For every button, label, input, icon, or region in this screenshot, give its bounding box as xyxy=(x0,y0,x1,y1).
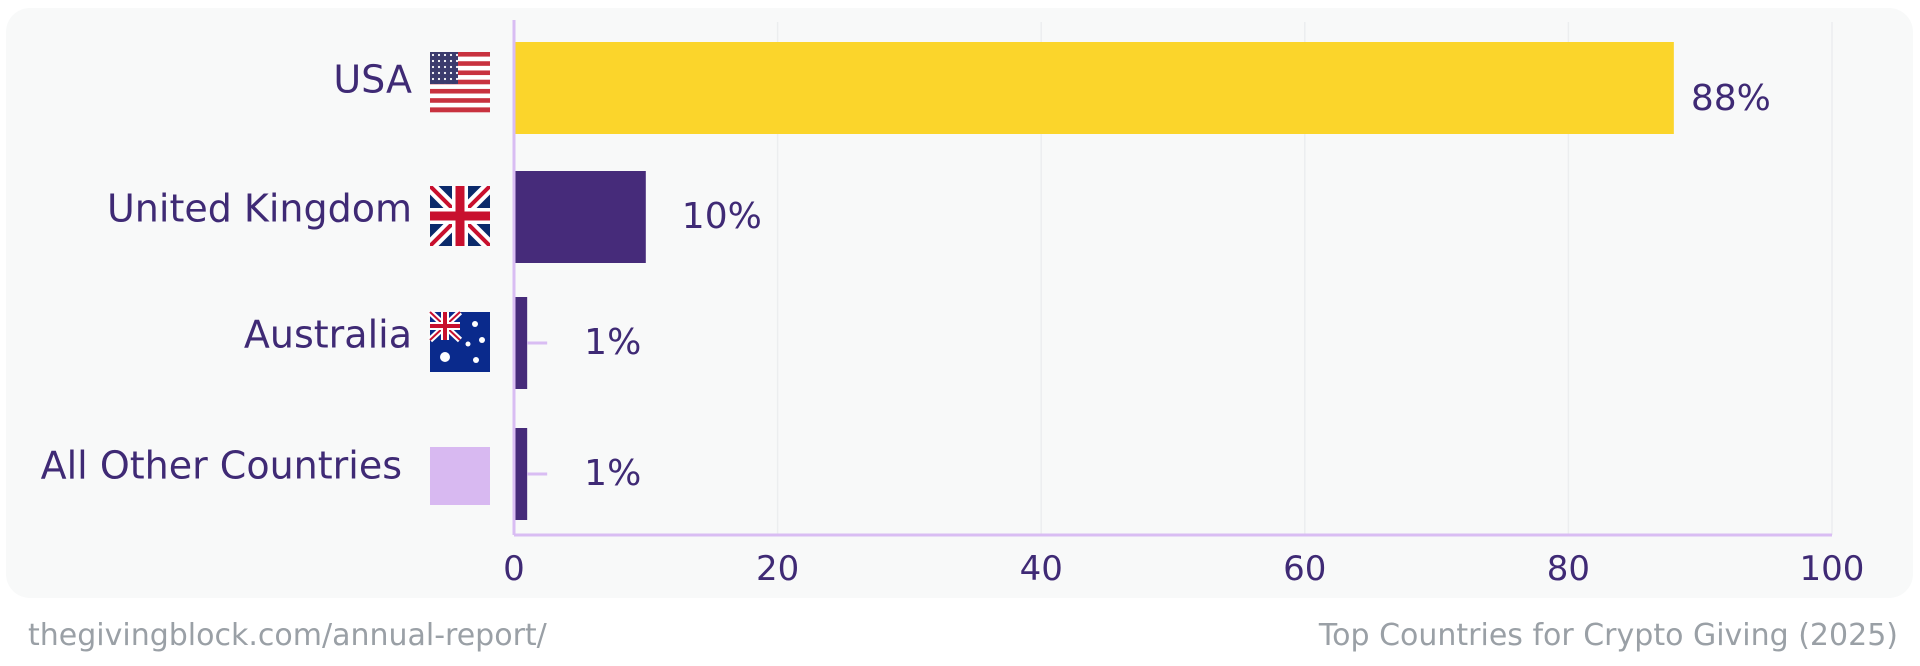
bar-2 xyxy=(514,297,528,389)
bar-3 xyxy=(514,428,528,520)
au-flag-star xyxy=(472,321,478,327)
footer-caption: Top Countries for Crypto Giving (2025) xyxy=(1318,618,1898,653)
us-flag-stripe xyxy=(430,61,490,67)
category-label: United Kingdom xyxy=(107,187,412,231)
footer-url: thegivingblock.com/annual-report/ xyxy=(28,618,547,653)
value-label: 1% xyxy=(584,322,641,363)
category-label: USA xyxy=(333,58,412,102)
x-tick-label: 40 xyxy=(1020,549,1063,589)
bar-chart: 0 20 40 60 80 100 88% USA 10% United Kingdom 1% Au… xyxy=(41,20,1864,589)
value-label: 1% xyxy=(584,453,641,494)
us-flag-stripe xyxy=(430,65,490,71)
au-uj-cross-red-h xyxy=(430,324,460,328)
au-flag-star xyxy=(479,337,485,343)
au-flag-union-jack xyxy=(427,309,463,343)
value-label: 10% xyxy=(682,196,762,237)
us-flag-stripe xyxy=(430,98,490,104)
us-flag-stripe xyxy=(430,56,490,62)
au-flag-star xyxy=(440,352,450,362)
us-flag-stripe xyxy=(430,52,490,57)
x-tick-label: 0 xyxy=(503,549,525,589)
x-tick-label: 100 xyxy=(1800,549,1865,589)
us-flag-stripe xyxy=(430,107,490,113)
bar-0 xyxy=(514,42,1674,134)
us-flag-icon xyxy=(430,52,490,113)
us-flag-stripe xyxy=(430,102,490,108)
value-label: 88% xyxy=(1691,78,1771,119)
us-flag-stars xyxy=(430,52,458,84)
category-label: Australia xyxy=(244,313,412,357)
us-flag-stripe xyxy=(430,84,490,90)
other-countries-swatch xyxy=(430,447,490,505)
australia-flag-icon xyxy=(427,309,490,372)
flags xyxy=(427,52,490,505)
us-flag-stripe xyxy=(430,79,490,85)
au-flag-star xyxy=(473,357,479,363)
bars xyxy=(514,42,1674,520)
us-flag-stripe xyxy=(430,93,490,99)
axes: 0 20 40 60 80 100 xyxy=(503,20,1864,589)
x-tick-label: 60 xyxy=(1283,549,1326,589)
us-flag-stripe xyxy=(430,75,490,80)
labels: 88% USA 10% United Kingdom 1% Australia 1% All … xyxy=(41,58,1771,495)
x-tick-label: 20 xyxy=(756,549,799,589)
uk-flag-cross-red-h xyxy=(430,211,490,221)
au-flag-star xyxy=(465,341,471,347)
category-label: All Other Countries xyxy=(41,444,402,488)
us-flag-stripe xyxy=(430,88,490,94)
us-flag-stripe xyxy=(430,70,490,76)
bar-1 xyxy=(514,171,646,263)
uk-flag-icon xyxy=(430,186,490,246)
x-tick-label: 80 xyxy=(1547,549,1590,589)
